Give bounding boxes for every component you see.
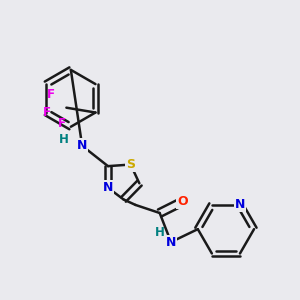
Text: H: H: [58, 133, 68, 146]
Text: N: N: [166, 236, 176, 249]
Text: S: S: [126, 158, 135, 171]
Text: N: N: [235, 198, 245, 211]
Text: F: F: [58, 117, 65, 130]
Text: O: O: [177, 195, 188, 208]
Text: N: N: [77, 139, 87, 152]
Text: F: F: [43, 106, 51, 119]
Text: F: F: [47, 88, 55, 101]
Text: N: N: [103, 181, 113, 194]
Text: H: H: [155, 226, 165, 239]
